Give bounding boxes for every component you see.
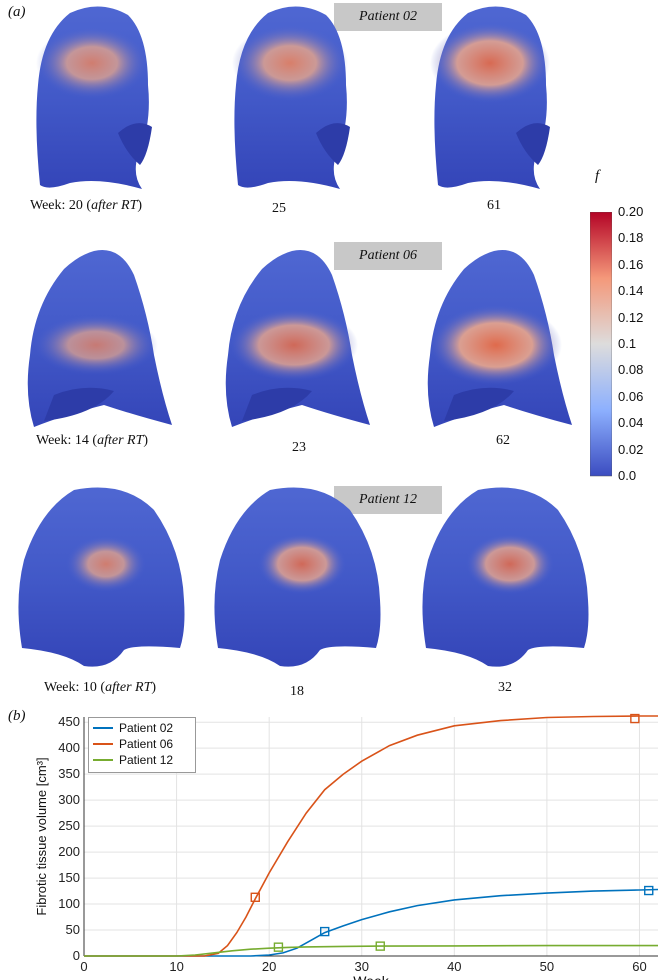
y-tick-label: 400 — [58, 740, 80, 755]
legend-item: Patient 12 — [93, 753, 173, 767]
legend-swatch — [93, 743, 113, 745]
y-tick-label: 150 — [58, 870, 80, 885]
series-line — [84, 715, 658, 957]
colorbar-tick-label: 0.1 — [618, 336, 637, 351]
legend-label: Patient 06 — [119, 737, 174, 751]
x-tick-label: 30 — [355, 959, 369, 974]
lung-render — [225, 250, 370, 427]
x-tick-label: 20 — [262, 959, 276, 974]
colorbar-tick-label: 0.18 — [618, 230, 644, 246]
colorbar-tick-label: 0.16 — [618, 256, 644, 272]
y-tick-label: 250 — [58, 818, 80, 833]
y-axis-label: Fibrotic tissue volume [cm³] — [34, 757, 49, 915]
lung-render — [27, 250, 172, 427]
panel-a-label: (a) — [8, 4, 26, 20]
week-caption: 25 — [272, 201, 286, 216]
x-tick-label: 0 — [80, 959, 87, 974]
legend-label: Patient 02 — [119, 721, 174, 735]
y-tick-label: 300 — [58, 792, 80, 807]
x-tick-label: 60 — [632, 959, 646, 974]
patient-06-banner: Patient 06 — [334, 242, 442, 270]
series-line — [84, 944, 658, 957]
patient-02-banner: Patient 02 — [334, 3, 442, 31]
week-caption: 18 — [290, 684, 304, 699]
lung-render — [214, 487, 381, 667]
lung-render — [427, 250, 572, 427]
panel-b-label: (b) — [8, 708, 26, 724]
y-tick-label: 350 — [58, 766, 80, 781]
x-axis-label: Week — [353, 973, 390, 980]
colorbar-tick-label: 0.20 — [618, 204, 644, 219]
colorbar-tick-label: 0.02 — [618, 441, 644, 457]
x-tick-label: 40 — [447, 959, 461, 974]
week-caption: Week: 10 (after RT) — [44, 680, 157, 695]
legend-swatch — [93, 727, 113, 729]
colorbar-label: f — [595, 168, 600, 184]
data-marker — [273, 942, 284, 952]
y-tick-label: 100 — [58, 896, 80, 911]
week-caption: 62 — [496, 433, 510, 448]
week-caption: Week: 14 (after RT) — [36, 433, 149, 448]
patient-12-banner: Patient 12 — [334, 486, 442, 514]
lung-render — [36, 6, 152, 190]
lung-render — [430, 6, 550, 190]
data-marker — [250, 892, 260, 902]
lung-render — [232, 6, 350, 190]
legend-item: Patient 06 — [93, 737, 173, 751]
data-marker — [630, 713, 640, 724]
line-chart: 0 50 100 150 200 250 300 350 400 450 0 10 20 30 40 50 60… — [34, 713, 659, 980]
week-caption: 32 — [498, 680, 512, 695]
x-tick-label: 50 — [540, 959, 554, 974]
colorbar-tick-label: 0.0 — [618, 468, 637, 483]
y-tick-label: 0 — [73, 948, 80, 963]
colorbar-tick-label: 0.06 — [618, 388, 644, 404]
lung-render — [422, 487, 589, 667]
data-marker — [320, 926, 330, 937]
data-marker — [644, 885, 654, 896]
y-tick-label: 50 — [66, 922, 80, 937]
colorbar — [590, 212, 612, 477]
legend-item: Patient 02 — [93, 721, 173, 735]
legend-swatch — [93, 759, 113, 761]
colorbar-tick-label: 0.08 — [618, 362, 644, 378]
data-marker — [375, 941, 385, 951]
colorbar-tick-label: 0.14 — [618, 283, 644, 299]
y-tick-label: 450 — [58, 714, 80, 729]
legend-label: Patient 12 — [119, 753, 174, 767]
week-caption: Week: 20 (after RT) — [30, 198, 143, 213]
lung-render — [18, 487, 185, 667]
colorbar-tick-label: 0.04 — [618, 415, 644, 431]
series-line — [84, 888, 659, 957]
colorbar-tick-label: 0.12 — [618, 309, 644, 325]
x-tick-label: 10 — [169, 959, 183, 974]
y-tick-label: 200 — [58, 844, 80, 859]
week-caption: 23 — [292, 440, 306, 455]
chart-legend: Patient 02 Patient 06 Patient 12 — [88, 717, 196, 773]
week-caption: 61 — [487, 198, 501, 213]
